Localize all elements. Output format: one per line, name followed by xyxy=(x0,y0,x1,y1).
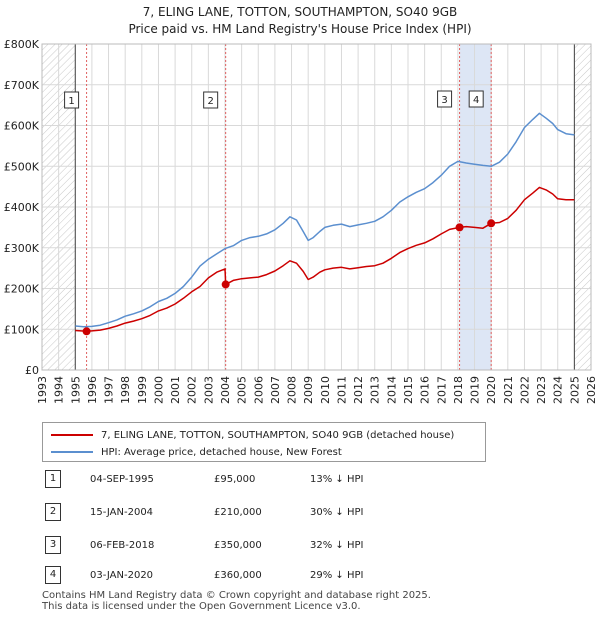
x-tick-label: 2017 xyxy=(435,376,448,404)
sale-price: £350,000 xyxy=(214,540,262,551)
x-tick-label: 1995 xyxy=(69,376,82,404)
plot-border xyxy=(41,43,592,371)
hpi-series-line xyxy=(75,112,575,328)
x-tick-label: 2022 xyxy=(518,376,531,404)
x-tick-label: 2014 xyxy=(385,376,398,404)
sale-number-badge: 1 xyxy=(45,470,61,488)
x-tick-label: 2011 xyxy=(335,376,348,404)
legend-item-hpi: HPI: Average price, detached house, New … xyxy=(43,444,342,460)
sale-hpi-diff: 29% ↓ HPI xyxy=(310,570,364,581)
legend: 7, ELING LANE, TOTTON, SOUTHAMPTON, SO40… xyxy=(42,422,486,462)
sale-price: £210,000 xyxy=(214,507,262,518)
y-tick-label: £300K xyxy=(4,242,40,255)
x-tick-label: 1997 xyxy=(103,376,116,404)
x-tick-label: 1994 xyxy=(53,376,66,404)
y-tick-label: £600K xyxy=(4,120,40,133)
y-tick-label: £800K xyxy=(4,38,40,51)
footer-attribution: Contains HM Land Registry data © Crown c… xyxy=(42,590,431,612)
sale-price: £95,000 xyxy=(214,474,256,485)
sale-label-text: 3 xyxy=(441,95,447,106)
sale-label-box xyxy=(437,90,453,108)
sale-number-badge: 2 xyxy=(45,503,61,521)
sale-label-box xyxy=(64,91,80,109)
sale-hpi-diff: 30% ↓ HPI xyxy=(310,507,364,518)
footer-line: This data is licensed under the Open Gov… xyxy=(42,601,361,612)
x-tick-label: 2024 xyxy=(552,376,565,404)
sale-point xyxy=(487,219,496,228)
sale-point xyxy=(221,280,230,289)
sale-point xyxy=(82,327,91,336)
legend-swatch-hpi xyxy=(51,451,93,453)
legend-label-hpi: HPI: Average price, detached house, New … xyxy=(101,446,342,458)
sale-hpi-diff: 32% ↓ HPI xyxy=(310,540,364,551)
x-tick-label: 2006 xyxy=(252,376,265,404)
sale-label-box xyxy=(203,91,219,109)
x-tick-label: 2025 xyxy=(568,376,581,404)
legend-swatch-property xyxy=(51,434,93,436)
sale-label-text: 4 xyxy=(473,95,479,106)
y-tick-label: £200K xyxy=(4,283,40,296)
legend-item-property: 7, ELING LANE, TOTTON, SOUTHAMPTON, SO40… xyxy=(43,427,454,443)
y-tick-label: £0 xyxy=(25,364,39,377)
x-tick-label: 2016 xyxy=(419,376,432,404)
x-tick-label: 2001 xyxy=(169,376,182,404)
x-tick-label: 2019 xyxy=(469,376,482,404)
legend-label-property: 7, ELING LANE, TOTTON, SOUTHAMPTON, SO40… xyxy=(101,429,455,441)
sale-date: 04-SEP-1995 xyxy=(90,474,154,485)
sale-date: 03-JAN-2020 xyxy=(90,570,154,581)
x-tick-label: 2023 xyxy=(535,376,548,404)
sale-number-badge: 4 xyxy=(45,566,61,584)
x-tick-label: 2009 xyxy=(302,376,315,404)
x-tick-label: 1998 xyxy=(119,376,132,404)
sale-row: 4 03-JAN-2020 £360,000 29% ↓ HPI xyxy=(42,566,442,586)
x-tick-label: 2000 xyxy=(152,376,165,404)
x-tick-label: 2002 xyxy=(186,376,199,404)
sale-point xyxy=(455,223,464,232)
y-tick-label: £400K xyxy=(4,201,40,214)
x-tick-label: 2015 xyxy=(402,376,415,404)
x-tick-label: 2003 xyxy=(202,376,215,404)
sale-label-text: 2 xyxy=(207,96,213,107)
x-tick-label: 2020 xyxy=(485,376,498,404)
x-tick-label: 1996 xyxy=(86,376,99,404)
sale-number-badge: 3 xyxy=(45,536,61,554)
sale-label-box xyxy=(468,90,484,108)
sale-hpi-diff: 13% ↓ HPI xyxy=(310,474,364,485)
x-tick-label: 2021 xyxy=(502,376,515,404)
x-tick-label: 1999 xyxy=(136,376,149,404)
sale-date: 15-JAN-2004 xyxy=(90,507,154,518)
y-tick-label: £100K xyxy=(4,323,40,336)
sale-date: 06-FEB-2018 xyxy=(90,540,155,551)
x-tick-label: 2012 xyxy=(352,376,365,404)
sale-label-text: 1 xyxy=(68,96,74,107)
sale-row: 2 15-JAN-2004 £210,000 30% ↓ HPI xyxy=(42,503,442,523)
x-tick-label: 2005 xyxy=(236,376,249,404)
x-tick-label: 1993 xyxy=(36,376,49,404)
footer-line: Contains HM Land Registry data © Crown c… xyxy=(42,590,431,601)
x-tick-label: 2010 xyxy=(319,376,332,404)
sale-row: 1 04-SEP-1995 £95,000 13% ↓ HPI xyxy=(42,470,442,490)
y-tick-label: £700K xyxy=(4,79,40,92)
x-tick-label: 2007 xyxy=(269,376,282,404)
chart-subtitle: Price paid vs. HM Land Registry's House … xyxy=(128,22,472,36)
x-tick-label: 2008 xyxy=(286,376,299,404)
x-tick-label: 2013 xyxy=(369,376,382,404)
sale-row: 3 06-FEB-2018 £350,000 32% ↓ HPI xyxy=(42,536,442,556)
sale-price: £360,000 xyxy=(214,570,262,581)
chart-title: 7, ELING LANE, TOTTON, SOUTHAMPTON, SO40… xyxy=(142,5,458,19)
x-tick-label: 2004 xyxy=(219,376,232,404)
chart: 1 2 3 4 £0 £100K £200K £300K £400K £500K £600K £700… xyxy=(4,38,598,404)
x-tick-label: 2026 xyxy=(585,376,598,404)
y-tick-label: £500K xyxy=(4,160,40,173)
x-tick-label: 2018 xyxy=(452,376,465,404)
